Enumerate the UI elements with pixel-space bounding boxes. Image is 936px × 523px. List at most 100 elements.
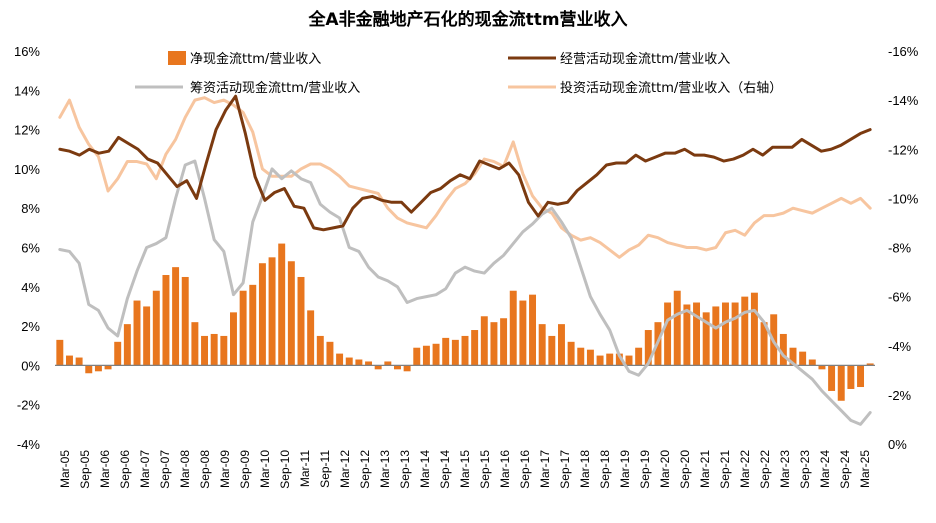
bar [85,365,93,374]
bar [297,276,305,366]
x-tick-label: Mar-11 [298,450,312,487]
x-tick-label: Mar-13 [378,450,392,488]
bar [201,335,209,366]
bar [596,355,604,366]
left-tick-label: 14% [14,83,40,98]
bar [162,275,170,366]
x-tick-label: Mar-15 [458,450,472,488]
x-tick-label: Mar-19 [618,450,632,488]
left-tick-label: 12% [14,123,40,138]
bar [866,363,874,366]
bar [152,290,160,366]
bar [808,359,816,366]
line-series [58,94,872,426]
x-tick-label: Mar-21 [698,450,712,488]
right-tick-label: -10% [888,191,919,206]
bar [172,267,180,366]
bar [567,341,575,366]
left-tick-label: -2% [17,398,41,413]
x-tick-label: Sep-05 [78,450,92,489]
bar [731,302,739,366]
legend-label-operating: 经营活动现金流ttm/营业收入 [560,51,730,67]
bar [509,290,517,366]
bar [355,359,363,366]
bar [374,365,382,370]
bar [422,345,430,366]
bar [857,365,865,388]
bar [683,304,691,366]
bar [75,357,83,366]
x-tick-label: Sep-13 [398,450,412,489]
x-tick-label: Sep-14 [438,450,452,489]
bar [712,306,720,366]
net-cashflow-bars [56,243,874,401]
bar [56,339,64,366]
bar [500,318,508,366]
x-tick-label: Sep-23 [798,450,812,489]
bar [702,312,710,366]
bar [432,343,440,366]
x-tick-label: Sep-12 [358,450,372,489]
left-tick-label: 6% [21,241,40,256]
bar [779,333,787,366]
operating-cashflow-line [58,94,872,232]
bar [789,347,797,366]
bar [818,365,826,370]
bar [461,335,469,366]
chart-title: 全A非金融地产石化的现金流ttm营业收入 [307,9,627,30]
left-tick-label: 16% [14,44,40,59]
x-tick-label: Mar-22 [738,450,752,488]
bar [837,365,845,401]
bar [258,263,266,366]
bar [104,365,112,370]
bar [394,365,401,370]
x-tick-label: Sep-24 [838,450,852,489]
right-tick-label: -6% [888,290,912,305]
bar [143,306,151,366]
bar [828,365,836,391]
left-tick-label: 2% [21,319,40,334]
x-tick-label: Sep-10 [278,450,292,489]
x-tick-label: Mar-14 [418,450,432,488]
x-tick-label: Sep-22 [758,450,772,489]
x-tick-label: Mar-05 [58,450,72,488]
bar [673,290,681,366]
bar [760,322,768,366]
left-tick-label: 8% [21,201,40,216]
bar [230,312,237,366]
bar [345,357,353,366]
legend-label-net: 净现金流ttm/营业收入 [190,51,321,67]
bar [471,330,479,366]
bar [210,333,218,366]
x-tick-label: Sep-15 [478,450,492,489]
bar [538,324,546,366]
left-tick-label: 4% [21,280,40,295]
x-tick-label: Mar-09 [218,450,232,488]
bar [519,300,527,366]
x-tick-label: Sep-18 [598,450,612,489]
bar [278,243,286,366]
x-tick-label: Sep-17 [558,450,572,489]
bar [365,361,373,366]
bar [529,294,537,366]
x-tick-label: Sep-11 [318,450,332,488]
x-tick-label: Sep-19 [638,450,652,489]
investing-cashflow-line [58,96,872,259]
x-tick-label: Sep-09 [238,450,252,489]
bar [133,300,141,366]
left-axis: -4% -2% 0% 2% 4% 6% 8% 10% 12% 14% 16% [14,44,40,452]
x-tick-label: Mar-17 [538,450,552,488]
legend-label-investing: 投资活动现金流ttm/营业收入（右轴） [560,80,782,96]
bar [625,355,633,366]
bar [326,341,334,366]
bar [635,347,643,366]
bar [480,316,488,366]
left-tick-label: 0% [21,358,40,373]
bar [577,347,585,366]
bar [799,351,807,366]
bar [114,341,122,366]
bar [693,302,701,366]
bar [307,310,315,366]
x-tick-label: Mar-18 [578,450,592,488]
